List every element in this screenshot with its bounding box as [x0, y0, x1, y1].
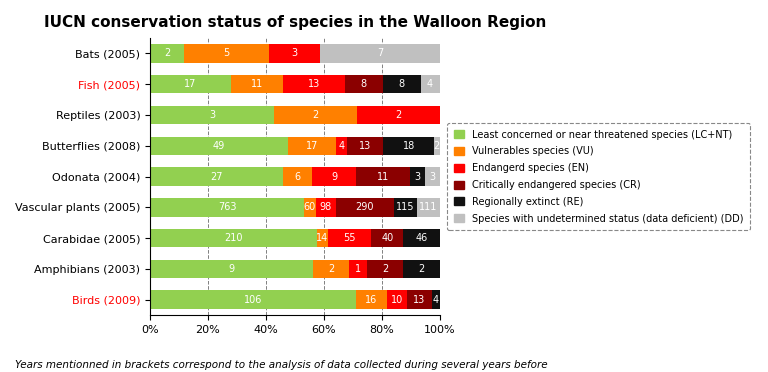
Bar: [150, 75, 230, 93]
Bar: [406, 291, 432, 309]
Bar: [356, 167, 410, 186]
Text: 4: 4: [427, 79, 433, 89]
Legend: Least concerned or near threatened species (LC+NT), Vulnerables species (VU), En: Least concerned or near threatened speci…: [447, 123, 750, 230]
Text: 13: 13: [308, 79, 320, 89]
Bar: [421, 75, 439, 93]
Text: 2: 2: [313, 110, 319, 120]
Bar: [230, 75, 283, 93]
Bar: [312, 167, 356, 186]
Text: 4: 4: [432, 295, 439, 305]
Text: 14: 14: [316, 233, 329, 243]
Bar: [432, 291, 439, 309]
Title: IUCN conservation status of species in the Walloon Region: IUCN conservation status of species in t…: [44, 15, 546, 30]
Text: 11: 11: [377, 171, 389, 182]
Text: 2: 2: [382, 264, 389, 274]
Bar: [304, 198, 316, 217]
Text: 3: 3: [292, 48, 298, 58]
Bar: [336, 198, 394, 217]
Bar: [357, 106, 439, 124]
Text: 55: 55: [343, 233, 356, 243]
Text: 46: 46: [415, 233, 428, 243]
Bar: [394, 198, 417, 217]
Text: 10: 10: [391, 295, 403, 305]
Bar: [347, 137, 383, 155]
Text: 2: 2: [328, 264, 334, 274]
Text: 27: 27: [210, 171, 223, 182]
Text: 18: 18: [402, 141, 415, 151]
Bar: [320, 44, 439, 63]
Bar: [316, 229, 328, 247]
Bar: [150, 44, 184, 63]
Bar: [150, 167, 283, 186]
Text: 3: 3: [415, 171, 421, 182]
Bar: [328, 229, 372, 247]
Text: 5: 5: [223, 48, 230, 58]
Bar: [382, 75, 421, 93]
Bar: [274, 106, 357, 124]
Text: 3: 3: [209, 110, 215, 120]
Text: 13: 13: [359, 141, 371, 151]
Text: 1: 1: [355, 264, 361, 274]
Bar: [150, 137, 288, 155]
Text: 7: 7: [377, 48, 383, 58]
Text: 49: 49: [213, 141, 225, 151]
Text: 13: 13: [413, 295, 425, 305]
Text: 8: 8: [399, 79, 405, 89]
Bar: [288, 137, 336, 155]
Text: 40: 40: [381, 233, 393, 243]
Bar: [316, 198, 336, 217]
Bar: [356, 291, 387, 309]
Text: 9: 9: [228, 264, 234, 274]
Bar: [367, 260, 403, 278]
Bar: [349, 260, 367, 278]
Bar: [336, 137, 347, 155]
Bar: [403, 229, 439, 247]
Bar: [150, 106, 274, 124]
Text: 98: 98: [319, 202, 332, 212]
Bar: [425, 167, 439, 186]
Bar: [270, 44, 320, 63]
Text: 4: 4: [338, 141, 344, 151]
Text: 6: 6: [294, 171, 300, 182]
Bar: [410, 167, 425, 186]
Text: 2: 2: [434, 141, 440, 151]
Text: 115: 115: [396, 202, 415, 212]
Bar: [150, 291, 356, 309]
Bar: [434, 137, 439, 155]
Bar: [283, 75, 345, 93]
Text: 763: 763: [217, 202, 237, 212]
Bar: [184, 44, 270, 63]
Text: 2: 2: [164, 48, 170, 58]
Bar: [150, 260, 313, 278]
Bar: [372, 229, 403, 247]
Bar: [150, 229, 316, 247]
Text: 60: 60: [303, 202, 316, 212]
Text: 111: 111: [419, 202, 438, 212]
Bar: [417, 198, 439, 217]
Text: 8: 8: [361, 79, 366, 89]
Text: 290: 290: [356, 202, 374, 212]
Text: 17: 17: [306, 141, 318, 151]
Bar: [345, 75, 382, 93]
Text: 16: 16: [366, 295, 378, 305]
Bar: [403, 260, 439, 278]
Bar: [383, 137, 434, 155]
Text: 17: 17: [184, 79, 197, 89]
Bar: [313, 260, 349, 278]
Text: Years mentionned in brackets correspond to the analysis of data collected during: Years mentionned in brackets correspond …: [15, 360, 548, 370]
Text: 106: 106: [244, 295, 262, 305]
Bar: [150, 198, 304, 217]
Text: 2: 2: [419, 264, 425, 274]
Text: 11: 11: [250, 79, 263, 89]
Bar: [387, 291, 406, 309]
Text: 3: 3: [429, 171, 435, 182]
Text: 210: 210: [224, 233, 243, 243]
Text: 9: 9: [331, 171, 337, 182]
Bar: [283, 167, 312, 186]
Text: 2: 2: [395, 110, 402, 120]
